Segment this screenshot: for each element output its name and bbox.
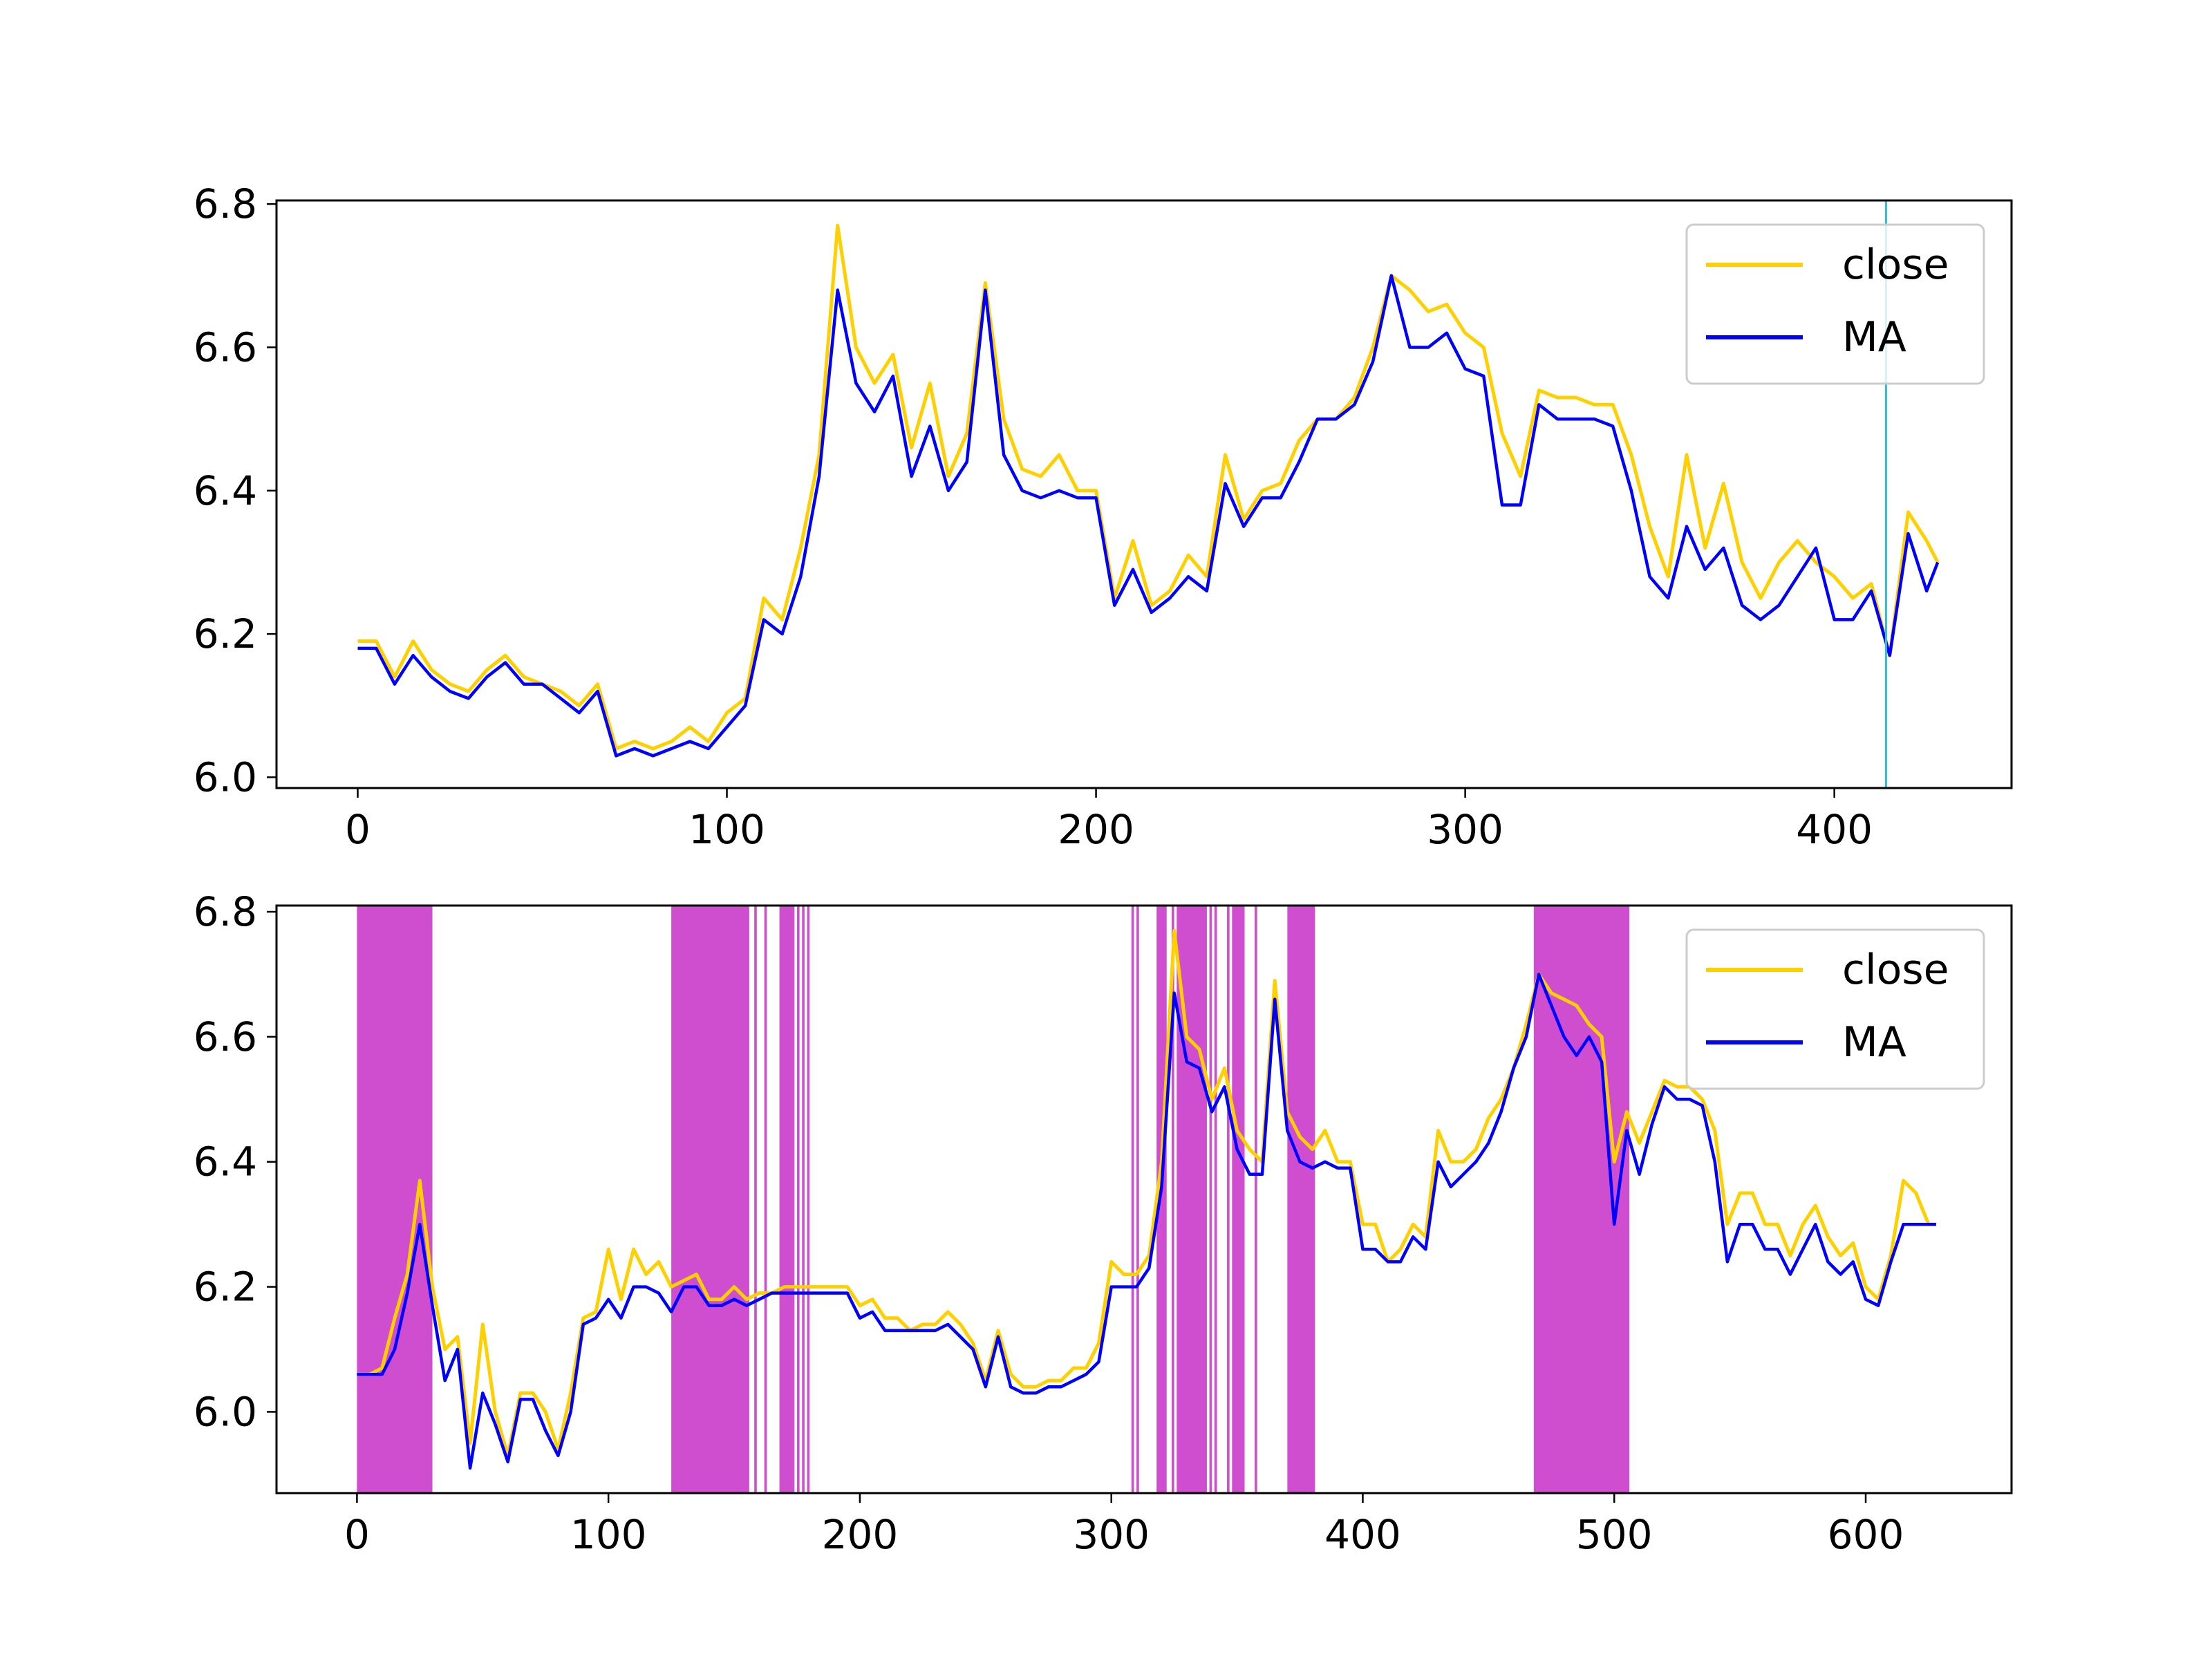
highlight-span [1287, 906, 1315, 1493]
highlight-span [802, 906, 805, 1493]
highlight-span [807, 906, 810, 1493]
legend-label-close: close [1842, 946, 1949, 994]
highlight-span [1209, 906, 1212, 1493]
highlight-span [1255, 906, 1257, 1493]
y-tick-label: 6.8 [194, 888, 257, 935]
x-tick-label: 400 [1796, 806, 1873, 853]
series-line-ma [357, 274, 1940, 758]
highlight-span [779, 906, 795, 1493]
highlight-span [1172, 906, 1174, 1493]
highlight-span [1156, 906, 1167, 1493]
x-tick-label: 500 [1576, 1511, 1653, 1558]
y-tick-label: 6.4 [194, 1138, 257, 1185]
x-tick-label: 300 [1073, 1511, 1150, 1558]
series-line-ma [357, 973, 1936, 1470]
y-tick-label: 6.6 [194, 1013, 257, 1060]
x-tick-label: 300 [1427, 806, 1503, 853]
highlight-span [671, 906, 749, 1493]
y-tick-label: 6.0 [194, 1388, 257, 1435]
y-tick-label: 6.6 [194, 324, 257, 371]
x-tick-label: 0 [344, 1511, 370, 1558]
y-tick-label: 6.0 [194, 753, 257, 800]
highlight-span [764, 906, 767, 1493]
highlight-span [754, 906, 757, 1493]
legend-label-ma: MA [1842, 1018, 1906, 1067]
bottom-panel: 0 100 200 300 400 500 600 6.0 6.2 6.4 6.6 6.8 close M… [194, 888, 2013, 1558]
y-tick-label: 6.2 [194, 1264, 257, 1311]
plot-area [357, 906, 1936, 1493]
highlight-span [797, 906, 800, 1493]
x-tick-label: 200 [1058, 806, 1134, 853]
series-line-close [357, 928, 1936, 1458]
legend-label-close: close [1842, 241, 1949, 289]
series-line-close [357, 223, 1940, 751]
axes-frame [275, 904, 2013, 1494]
axes-frame [275, 199, 2013, 789]
highlight-span [1131, 906, 1134, 1493]
x-tick-label: 400 [1324, 1511, 1401, 1558]
highlight-span [1227, 906, 1230, 1493]
highlight-span [1232, 906, 1245, 1493]
highlight-span [1136, 906, 1139, 1493]
x-tick-label: 0 [345, 806, 371, 853]
y-tick-label: 6.2 [194, 610, 257, 657]
x-tick-label: 600 [1828, 1511, 1904, 1558]
legend-label-ma: MA [1842, 313, 1906, 362]
top-panel: 0 100 200 300 400 6.0 6.2 6.4 6.6 6.8 close MA [194, 180, 2013, 853]
y-tick-label: 6.8 [194, 180, 257, 227]
x-tick-label: 100 [570, 1511, 647, 1558]
highlight-span [1214, 906, 1217, 1493]
x-tick-label: 100 [688, 806, 765, 853]
highlight-span [357, 906, 433, 1493]
x-tick-label: 200 [822, 1511, 899, 1558]
y-tick-label: 6.4 [194, 467, 257, 514]
